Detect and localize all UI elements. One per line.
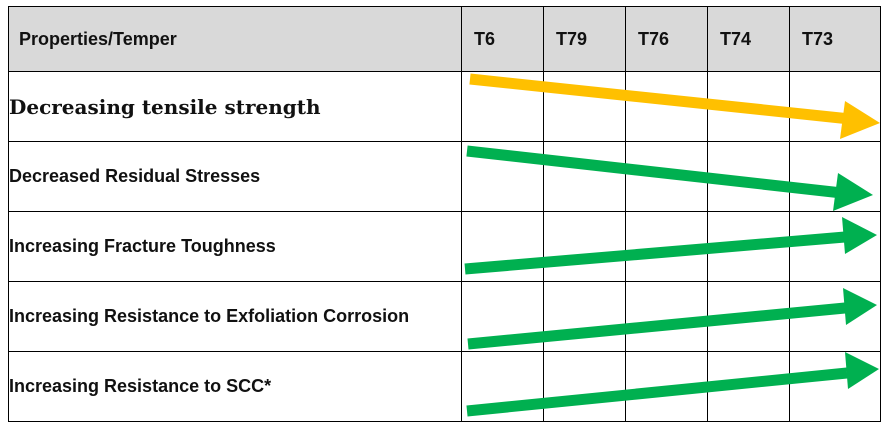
table-cell bbox=[461, 71, 544, 142]
property-increasing-resistance-scc: Increasing Resistance to SCC* bbox=[8, 351, 462, 422]
table-cell bbox=[707, 211, 790, 282]
header-temper-t74: T74 bbox=[707, 6, 790, 72]
table-cell bbox=[789, 141, 881, 212]
table-cell bbox=[543, 281, 626, 352]
table-cell bbox=[789, 351, 881, 422]
table-cell bbox=[625, 351, 708, 422]
table-cell bbox=[461, 141, 544, 212]
table-cell bbox=[543, 211, 626, 282]
table-cell bbox=[707, 281, 790, 352]
temper-properties-table: Properties/Temper T6 T79 T76 T74 T73 Dec… bbox=[8, 6, 881, 422]
table-cell bbox=[625, 281, 708, 352]
property-increasing-resistance-exfoliation: Increasing Resistance to Exfoliation Cor… bbox=[8, 281, 462, 352]
table-cell bbox=[461, 351, 544, 422]
table-cell bbox=[543, 141, 626, 212]
header-temper-t79: T79 bbox=[543, 6, 626, 72]
header-temper-t76: T76 bbox=[625, 6, 708, 72]
property-increasing-fracture-toughness: Increasing Fracture Toughness bbox=[8, 211, 462, 282]
table-cell bbox=[789, 211, 881, 282]
header-temper-t73: T73 bbox=[789, 6, 881, 72]
temper-properties-table-wrapper: Properties/Temper T6 T79 T76 T74 T73 Dec… bbox=[8, 6, 881, 422]
table-cell bbox=[707, 71, 790, 142]
table-cell bbox=[625, 211, 708, 282]
table-row: Decreasing tensile strength bbox=[8, 71, 881, 142]
table-cell bbox=[789, 71, 881, 142]
table-cell bbox=[461, 211, 544, 282]
property-decreasing-tensile-strength: Decreasing tensile strength bbox=[8, 71, 462, 142]
header-temper-t6: T6 bbox=[461, 6, 544, 72]
table-cell bbox=[789, 281, 881, 352]
table-cell bbox=[707, 351, 790, 422]
table-row: Increasing Fracture Toughness bbox=[8, 211, 881, 282]
header-properties-temper: Properties/Temper bbox=[8, 6, 462, 72]
property-decreased-residual-stresses: Decreased Residual Stresses bbox=[8, 141, 462, 212]
table-cell bbox=[543, 71, 626, 142]
header-row: Properties/Temper T6 T79 T76 T74 T73 bbox=[8, 6, 881, 72]
table-cell bbox=[543, 351, 626, 422]
table-cell bbox=[625, 71, 708, 142]
table-cell bbox=[461, 281, 544, 352]
table-row: Increasing Resistance to Exfoliation Cor… bbox=[8, 281, 881, 352]
table-cell bbox=[707, 141, 790, 212]
table-cell bbox=[625, 141, 708, 212]
table-row: Decreased Residual Stresses bbox=[8, 141, 881, 212]
table-row: Increasing Resistance to SCC* bbox=[8, 351, 881, 422]
